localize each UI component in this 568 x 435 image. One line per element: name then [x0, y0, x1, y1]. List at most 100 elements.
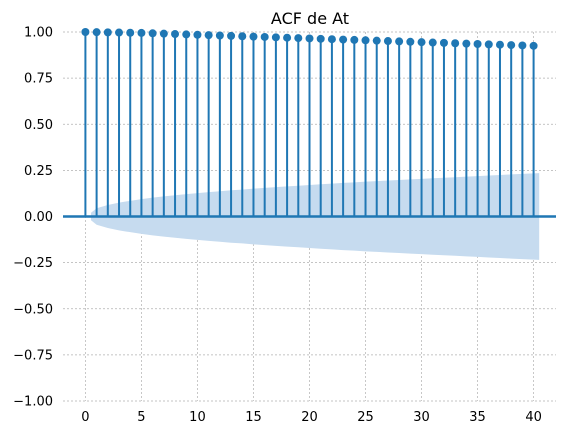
acf-stem-lag-23: [339, 35, 348, 217]
stem-marker: [507, 41, 516, 50]
acf-stem-lag-40: [529, 41, 538, 217]
stem-marker: [484, 40, 493, 49]
stem-marker: [495, 40, 504, 49]
x-tick-label: 15: [245, 410, 262, 425]
stem-marker: [193, 30, 202, 39]
stem-marker: [417, 38, 426, 47]
stem-marker: [271, 33, 280, 42]
acf-stem-lag-36: [484, 40, 493, 217]
stem-marker: [451, 39, 460, 48]
y-tick-label: −0.50: [13, 302, 53, 317]
stem-marker: [305, 34, 314, 43]
y-tick-label: 0.25: [24, 164, 53, 179]
stem-marker: [395, 37, 404, 46]
acf-stem-lag-24: [350, 35, 359, 217]
acf-stem-lag-19: [294, 34, 303, 217]
stem-marker: [327, 35, 336, 44]
stem-marker: [383, 37, 392, 46]
x-tick-label: 10: [189, 410, 206, 425]
stem-marker: [372, 36, 381, 45]
acf-stem-lag-25: [361, 36, 370, 217]
x-axis-ticks: 0 5 10 15 20 25 30 35 40: [81, 410, 542, 425]
y-tick-label: −0.75: [13, 348, 53, 363]
y-axis-ticks: −1.00 −0.75 −0.50 −0.25 0.00 0.25 0.50 0.75 1.00: [13, 26, 53, 410]
acf-stem-lag-22: [327, 35, 336, 217]
acf-stem-lag-35: [473, 39, 482, 217]
stem-marker: [316, 34, 325, 43]
stem-marker: [81, 28, 90, 36]
stem-marker: [238, 32, 247, 41]
x-tick-label: 0: [81, 410, 89, 425]
stem-marker: [462, 39, 471, 48]
acf-stem-lag-27: [383, 37, 392, 217]
stem-marker: [115, 28, 124, 37]
acf-stem-lag-37: [495, 40, 504, 217]
acf-stem-lag-18: [283, 33, 292, 217]
acf-stem-lag-16: [260, 32, 269, 217]
stem-marker: [473, 39, 482, 48]
stem-marker: [126, 28, 135, 37]
acf-stem-lag-14: [238, 32, 247, 217]
x-tick-label: 40: [525, 410, 542, 425]
stem-marker: [148, 29, 157, 38]
acf-stem-lag-29: [406, 37, 415, 217]
acf-stem-lag-3: [115, 28, 124, 217]
acf-stem-lag-12: [215, 31, 224, 217]
acf-stem-lag-10: [193, 30, 202, 217]
acf-stem-lag-20: [305, 34, 314, 217]
stem-marker: [350, 35, 359, 44]
acf-stem-lag-0: [81, 28, 90, 217]
x-tick-label: 25: [357, 410, 374, 425]
acf-stem-lag-7: [159, 29, 168, 217]
acf-stem-lag-28: [395, 37, 404, 217]
y-tick-label: −0.25: [13, 256, 53, 271]
acf-stem-lag-2: [103, 28, 112, 217]
x-tick-label: 5: [137, 410, 145, 425]
acf-stem-lag-33: [451, 39, 460, 217]
stem-marker: [260, 32, 269, 41]
acf-stem-lag-1: [92, 28, 101, 217]
acf-stem-lag-6: [148, 29, 157, 217]
acf-stem-lag-4: [126, 28, 135, 217]
stem-marker: [171, 30, 180, 39]
stem-marker: [361, 36, 370, 45]
acf-stem-lag-13: [227, 31, 236, 217]
stem-marker: [294, 34, 303, 43]
y-tick-label: 1.00: [24, 26, 53, 41]
stem-marker: [439, 38, 448, 47]
acf-stem-lag-32: [439, 38, 448, 217]
stem-marker: [518, 41, 527, 50]
stem-marker: [227, 31, 236, 40]
x-tick-label: 30: [413, 410, 430, 425]
y-tick-label: 0.00: [24, 210, 53, 225]
x-tick-label: 35: [469, 410, 486, 425]
stem-marker: [529, 41, 538, 50]
stem-marker: [137, 28, 146, 37]
stem-marker: [92, 28, 101, 37]
acf-stem-lag-9: [182, 30, 191, 217]
acf-stem-lag-34: [462, 39, 471, 217]
acf-stem-lag-17: [271, 33, 280, 217]
acf-stem-lag-15: [249, 32, 258, 217]
acf-stem-lag-11: [204, 31, 213, 217]
stem-marker: [428, 38, 437, 47]
acf-stem-lag-30: [417, 38, 426, 217]
acf-stem-lag-39: [518, 41, 527, 217]
acf-stem-lag-8: [171, 30, 180, 217]
acf-stem-lag-38: [507, 41, 516, 217]
stem-marker: [204, 31, 213, 40]
acf-stem-lag-5: [137, 28, 146, 217]
x-tick-label: 20: [301, 410, 318, 425]
stem-marker: [406, 37, 415, 46]
y-tick-label: 0.75: [24, 72, 53, 87]
stem-marker: [159, 29, 168, 38]
acf-stem-lag-21: [316, 34, 325, 217]
acf-stem-lag-31: [428, 38, 437, 217]
stem-marker: [339, 35, 348, 44]
stem-marker: [182, 30, 191, 39]
stem-marker: [283, 33, 292, 42]
acf-stem-lag-26: [372, 36, 381, 217]
y-tick-label: 0.50: [24, 118, 53, 133]
chart-title: ACF de At: [271, 9, 349, 28]
